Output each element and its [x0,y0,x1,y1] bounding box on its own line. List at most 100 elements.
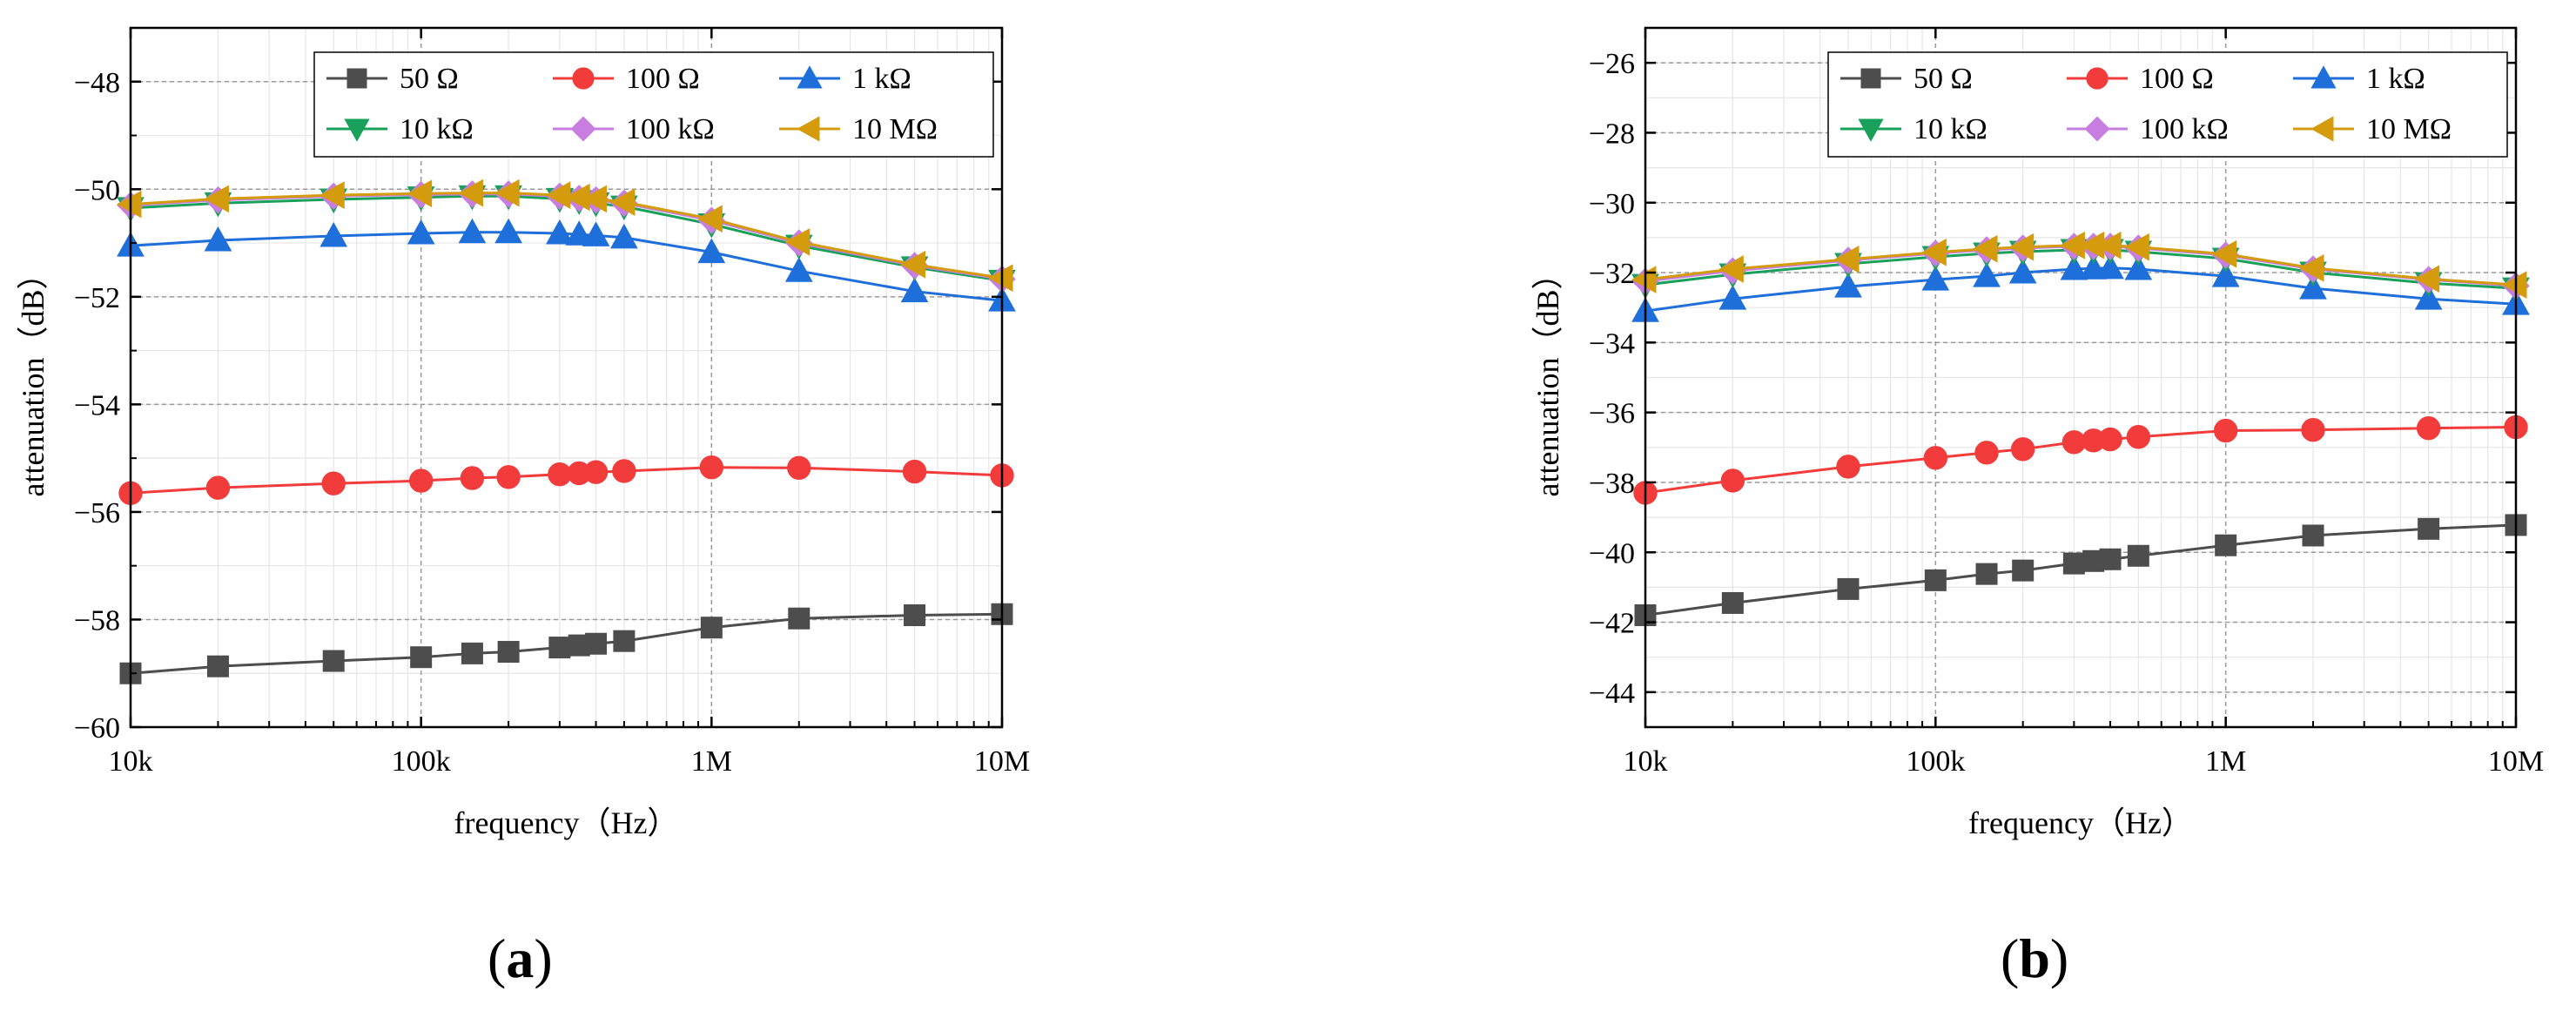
data-point [2008,259,2037,284]
y-tick-label: −50 [74,174,120,206]
y-axis-label: attenuation（dB） [1530,259,1565,497]
data-point [583,460,609,484]
y-tick-label: −52 [74,282,120,314]
data-point [410,646,433,669]
panel-label-close: ) [534,927,552,989]
data-point [496,465,521,489]
panel-label: (a) [488,927,553,989]
ticks: 10k 100k 1M 10M −60 −58 −56 −54 −52 −50 −48 [74,28,1030,778]
y-tick-label: −40 [1589,537,1635,570]
data-point [2060,255,2088,280]
data-point [2012,559,2035,582]
legend-entry-0: 50 Ω [326,63,459,95]
data-point [610,223,638,249]
x-axis-label: frequency（Hz） [1968,805,2193,840]
data-point [1833,245,1860,273]
legend-entry-2: 1 kΩ [2293,63,2425,95]
legend-entry-3: 10 kΩ [326,113,474,145]
legend-marker [572,67,595,90]
x-tick-label: 100k [392,745,451,778]
legend-entry-2: 1 kΩ [779,63,911,95]
legend-marker [344,118,370,142]
data-point [902,459,927,484]
data-point [1921,266,1950,291]
data-point [784,227,810,256]
data-point [1923,446,1948,470]
data-point [697,238,726,264]
y-tick-label: −36 [1589,398,1635,430]
series-0 [119,603,1013,684]
y-tick-label: −32 [1589,258,1635,290]
plot-frame [1644,26,2518,729]
legend-marker [1860,68,1881,89]
data-point [2215,534,2237,556]
legend-marker [797,116,820,142]
legend-label: 10 kΩ [1914,113,1987,145]
data-point [609,188,636,216]
data-point [1975,563,1998,585]
data-point [1718,285,1747,310]
x-tick-label: 10M [974,745,1030,778]
legend-label: 100 kΩ [2140,113,2229,145]
panel-label-close: ) [2050,927,2068,989]
legend: 50 Ω 100 Ω 1 kΩ 10 kΩ 100 kΩ 10 MΩ [1827,51,2508,158]
data-point [2062,552,2085,575]
data-point [1834,273,1862,298]
plot-frame [129,26,1004,729]
legend-entry-3: 10 kΩ [1840,113,1987,145]
data-point [2008,233,2035,261]
series-5 [1631,231,2527,299]
legend-label: 10 MΩ [852,113,938,145]
data-point [2299,274,2327,300]
data-point [2213,418,2238,443]
y-tick-label: −34 [1589,327,1635,360]
data-point [204,226,232,252]
x-axis-label: frequency（Hz） [454,805,679,840]
legend-label: 1 kΩ [2366,63,2425,95]
y-tick-label: −26 [1589,48,1635,80]
data-point [2095,231,2122,259]
y-tick-label: −38 [1589,468,1635,500]
data-point [319,222,348,247]
data-point [1921,238,1947,266]
data-point [2416,416,2441,441]
data-point [494,179,520,207]
x-tick-label: 100k [1906,745,1965,778]
y-tick-label: −30 [1589,188,1635,220]
data-point [497,641,520,664]
data-point [784,257,813,282]
x-tick-label: 1M [691,745,732,778]
legend-label: 50 Ω [400,63,459,95]
legend-marker [797,65,823,89]
data-point [458,179,483,207]
legend-marker [1858,118,1884,142]
data-point [1720,468,1745,493]
legend-marker [2310,65,2337,89]
data-point [546,219,574,245]
legend-label: 50 Ω [1914,63,1973,95]
y-tick-label: −58 [74,604,120,637]
legend-entry-1: 100 Ω [2067,63,2214,95]
data-point [788,607,810,630]
chart-panel-b: 10k 100k 1M 10M −44 −42 −40 −38 −36 −34 −32 −30 −28 −… [1530,26,2544,989]
legend-label: 10 MΩ [2366,113,2452,145]
series-line [1644,266,2517,313]
data-point [319,181,345,209]
data-point [1973,262,2001,287]
data-point [322,650,345,672]
data-point [612,459,636,483]
y-tick-label: −60 [74,712,120,745]
chart-panel-a: 10k 100k 1M 10M −60 −58 −56 −54 −52 −50 −48 frequen… [16,26,1030,989]
legend-marker [2310,116,2334,142]
data-point [206,655,229,677]
y-tick-label: −44 [1589,677,1635,710]
y-tick-label: −56 [74,497,120,529]
y-tick-label: −48 [74,67,120,99]
series-2 [117,218,1016,312]
data-point [1718,255,1744,283]
legend-box [313,51,994,158]
data-point [2010,437,2035,462]
data-point [2126,425,2151,449]
legend-entry-4: 100 kΩ [553,113,715,145]
data-point [2501,271,2527,299]
